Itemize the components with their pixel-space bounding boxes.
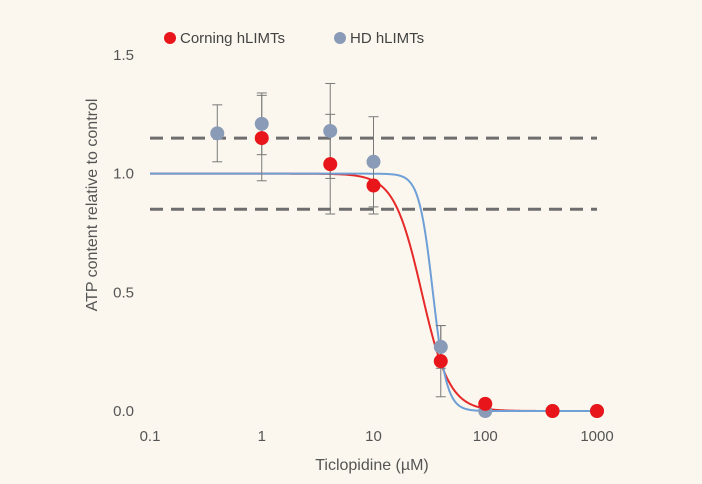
- data-point: [478, 396, 493, 411]
- axes: 0.1 1 10 100 1000 0.0 0.5 1.0 1.5: [113, 47, 614, 445]
- data-point: [590, 404, 604, 418]
- y-tick-label: 0.5: [113, 284, 134, 301]
- x-tick-label: 0.1: [140, 428, 161, 445]
- x-axis-title: Ticlopidine (µM): [315, 457, 429, 474]
- x-tick-label: 1: [258, 428, 266, 445]
- legend: Corning hLIMTs HD hLIMTs: [164, 30, 424, 47]
- reference-lines: [150, 136, 597, 211]
- data-points: [210, 116, 604, 418]
- legend-marker: [334, 32, 346, 44]
- y-tick-label: 1.5: [113, 47, 134, 64]
- data-point: [210, 126, 225, 141]
- data-point: [323, 157, 338, 172]
- x-tick-label: 10: [365, 428, 382, 445]
- data-point: [433, 354, 448, 369]
- data-point: [323, 123, 338, 138]
- y-tick-label: 0.0: [113, 403, 134, 420]
- x-tick-label: 1000: [580, 428, 613, 445]
- x-tick-label: 100: [473, 428, 498, 445]
- legend-marker: [164, 32, 176, 44]
- data-point: [254, 116, 269, 131]
- data-point: [366, 178, 381, 193]
- data-point: [254, 131, 269, 146]
- y-axis-title: ATP content relative to control: [84, 99, 101, 312]
- data-point: [366, 154, 381, 169]
- y-tick-label: 1.0: [113, 166, 134, 183]
- legend-label: HD hLIMTs: [350, 30, 424, 47]
- legend-label: Corning hLIMTs: [180, 30, 285, 47]
- data-point: [545, 404, 560, 418]
- data-point: [433, 339, 448, 354]
